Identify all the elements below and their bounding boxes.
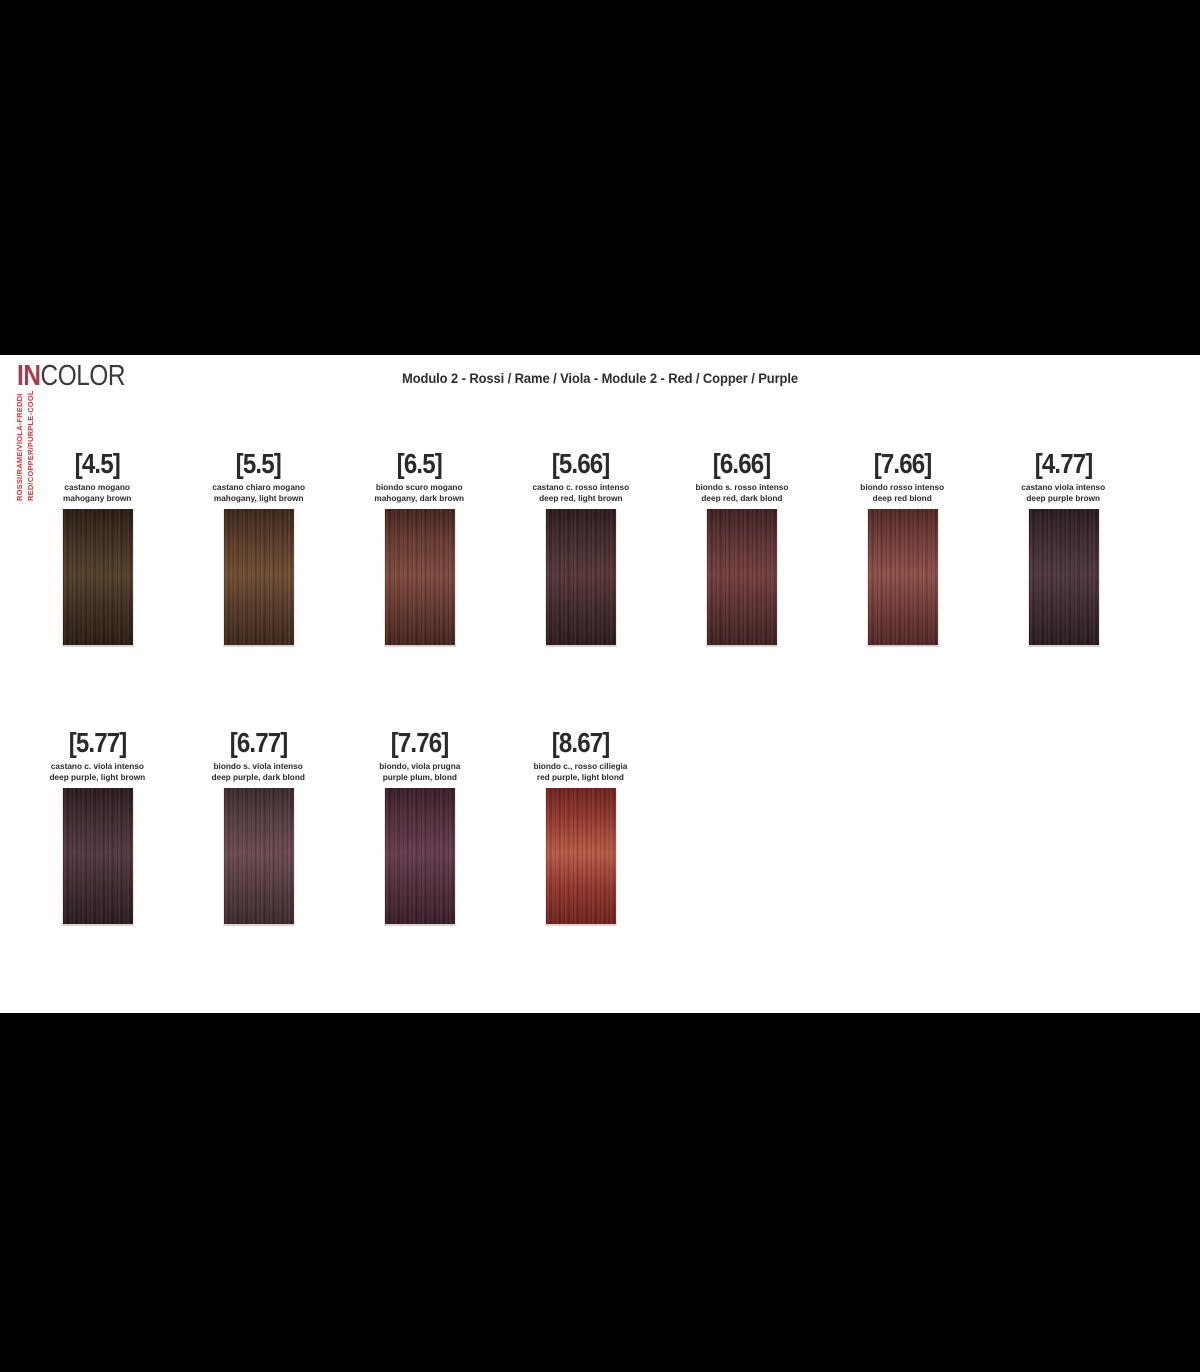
swatch-cell: [7.76] biondo, viola prugna purple plum,… bbox=[339, 729, 500, 926]
swatch-cell: [6.5] biondo scuro mogano mahogany, dark… bbox=[339, 450, 500, 647]
hair-color-swatch bbox=[1027, 509, 1100, 647]
shade-code: [6.5] bbox=[396, 448, 443, 479]
shade-code: [5.77] bbox=[68, 727, 128, 758]
shade-names: biondo c., rosso ciliegia red purple, li… bbox=[532, 761, 629, 783]
shade-name-italian: biondo, viola prugna bbox=[378, 761, 461, 771]
brand-logo: INCOLOR bbox=[17, 360, 126, 392]
shade-name-english: mahogany, dark brown bbox=[374, 493, 465, 503]
swatch-cell: [5.66] castano c. rosso intenso deep red… bbox=[500, 450, 661, 647]
shade-code: [5.5] bbox=[235, 448, 282, 479]
shade-names: biondo s. viola intenso deep purple, dar… bbox=[210, 761, 306, 783]
shade-name-english: purple plum, blond bbox=[382, 772, 457, 782]
shade-code: [4.77] bbox=[1034, 448, 1094, 479]
swatch-cell: [4.5] castano mogano mahogany brown bbox=[17, 450, 178, 647]
shade-names: biondo scuro mogano mahogany, dark brown bbox=[373, 482, 465, 504]
shade-names: castano mogano mahogany brown bbox=[62, 482, 132, 504]
shade-code: [6.77] bbox=[229, 727, 289, 758]
shade-names: castano c. viola intenso deep purple, li… bbox=[48, 761, 147, 783]
shade-name-italian: castano c. rosso intenso bbox=[532, 482, 629, 492]
shade-names: biondo s. rosso intenso deep red, dark b… bbox=[694, 482, 790, 504]
swatch-row-2: [5.77] castano c. viola intenso deep pur… bbox=[17, 729, 661, 926]
hair-color-swatch bbox=[383, 509, 456, 647]
brand-logo-color: COLOR bbox=[40, 360, 126, 392]
shade-name-italian: biondo s. rosso intenso bbox=[695, 482, 788, 492]
swatch-cell: [6.77] biondo s. viola intenso deep purp… bbox=[178, 729, 339, 926]
swatch-cell: [4.77] castano viola intenso deep purple… bbox=[983, 450, 1144, 647]
shade-code: [5.66] bbox=[551, 448, 611, 479]
swatch-cell: [5.5] castano chiaro mogano mahogany, li… bbox=[178, 450, 339, 647]
shade-name-english: mahogany brown bbox=[63, 493, 132, 503]
shade-name-italian: biondo c., rosso ciliegia bbox=[533, 761, 628, 771]
shade-name-italian: castano c. viola intenso bbox=[50, 761, 144, 771]
shade-name-italian: castano mogano bbox=[64, 482, 131, 492]
hair-color-swatch bbox=[705, 509, 778, 647]
shade-name-english: deep purple, dark blond bbox=[211, 772, 306, 782]
hair-color-swatch bbox=[222, 509, 295, 647]
shade-name-english: red purple, light blond bbox=[536, 772, 624, 782]
shade-name-english: deep red blond bbox=[872, 493, 933, 503]
hair-color-swatch bbox=[61, 788, 134, 926]
swatch-cell: [6.66] biondo s. rosso intenso deep red,… bbox=[661, 450, 822, 647]
swatch-cell: [5.77] castano c. viola intenso deep pur… bbox=[17, 729, 178, 926]
shade-code: [8.67] bbox=[551, 727, 611, 758]
shade-code: [6.66] bbox=[712, 448, 772, 479]
top-black-bar bbox=[0, 0, 1200, 355]
color-chart-page: INCOLOR Modulo 2 - Rossi / Rame / Viola … bbox=[0, 355, 1200, 1013]
shade-code: [7.76] bbox=[390, 727, 450, 758]
shade-name-italian: biondo s. viola intenso bbox=[213, 761, 304, 771]
hair-color-swatch bbox=[866, 509, 939, 647]
shade-names: biondo, viola prugna purple plum, blond bbox=[378, 761, 462, 783]
shade-name-english: mahogany, light brown bbox=[213, 493, 304, 503]
hair-color-swatch bbox=[544, 788, 617, 926]
shade-names: castano chiaro mogano mahogany, light br… bbox=[211, 482, 306, 504]
hair-color-swatch bbox=[61, 509, 134, 647]
hair-color-swatch bbox=[544, 509, 617, 647]
shade-name-english: deep red, dark blond bbox=[700, 493, 783, 503]
shade-names: castano c. rosso intenso deep red, light… bbox=[531, 482, 631, 504]
swatch-row-1: [4.5] castano mogano mahogany brown [5.5… bbox=[17, 450, 1144, 647]
shade-name-italian: castano viola intenso bbox=[1021, 482, 1106, 492]
hair-color-swatch bbox=[383, 788, 456, 926]
shade-name-english: deep purple, light brown bbox=[49, 772, 146, 782]
page-title: Modulo 2 - Rossi / Rame / Viola - Module… bbox=[402, 371, 798, 386]
brand-logo-in: IN bbox=[17, 360, 41, 392]
shade-code: [4.5] bbox=[74, 448, 121, 479]
hair-color-swatch bbox=[222, 788, 295, 926]
shade-name-italian: biondo scuro mogano bbox=[376, 482, 463, 492]
shade-name-english: deep purple brown bbox=[1026, 493, 1101, 503]
shade-name-italian: biondo rosso intenso bbox=[860, 482, 945, 492]
shade-names: biondo rosso intenso deep red blond bbox=[859, 482, 945, 504]
shade-name-italian: castano chiaro mogano bbox=[212, 482, 305, 492]
shade-names: castano viola intenso deep purple brown bbox=[1020, 482, 1106, 504]
swatch-cell: [7.66] biondo rosso intenso deep red blo… bbox=[822, 450, 983, 647]
shade-code: [7.66] bbox=[873, 448, 933, 479]
swatch-cell: [8.67] biondo c., rosso ciliegia red pur… bbox=[500, 729, 661, 926]
bottom-black-bar bbox=[0, 1013, 1200, 1372]
shade-name-english: deep red, light brown bbox=[538, 493, 623, 503]
